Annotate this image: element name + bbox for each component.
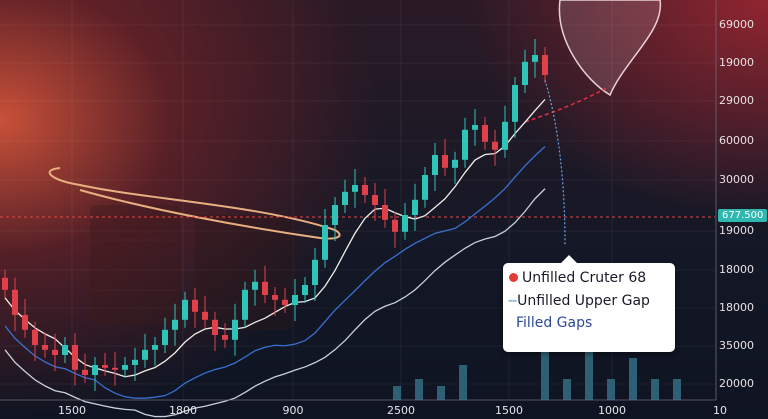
candle [362,185,368,195]
legend-tooltip: Unfilled Cruter 68 --Unfilled Upper Gap … [503,255,675,352]
candle [532,55,538,62]
y-tick-label: 18000 [719,263,754,276]
candle [452,159,458,168]
y-tick-label: 29000 [719,94,754,107]
candle [332,205,338,225]
candle [542,55,548,75]
candle [492,141,498,150]
balloon-illustration [558,0,662,97]
x-tick-label: 1800 [169,404,197,417]
legend-label: Unfilled Cruter 68 [522,270,647,286]
candle [302,285,308,295]
ma-slow-line [4,188,546,418]
candle [272,295,278,300]
x-tick-label: 10 [713,404,727,417]
blue-dotted-pointer [544,79,566,246]
x-tick-label: 900 [282,404,304,417]
candle [52,349,58,355]
candle [182,299,188,320]
candle [92,365,98,375]
y-tick-label: 18000 [719,301,754,314]
candle [392,219,398,232]
volume-bar [673,379,681,400]
candle [422,175,428,200]
candle [82,369,88,375]
candle [242,289,248,320]
red-dashed-curve [524,85,611,123]
volume-bar [415,379,423,400]
volume-bar [585,351,593,400]
volume-bar [563,379,571,400]
candle [292,295,298,305]
candle [432,155,438,175]
candle [462,129,468,160]
volume-bar [629,358,637,400]
legend-item-filled-gaps: Filled Gaps [516,315,593,331]
candle [162,329,168,345]
candle [502,121,508,150]
candle [222,335,228,340]
legend-item-unfilled-cruter: Unfilled Cruter 68 [509,270,646,286]
candle [372,195,378,205]
candle [202,311,208,320]
x-tick-label: 1500 [58,404,86,417]
legend-item-unfilled-upper-gap: --Unfilled Upper Gap [508,293,650,309]
current-price-tag: 677.500 [718,209,768,222]
candle [232,319,238,340]
candle [32,329,38,345]
candle [22,315,28,330]
y-tick-label: 19000 [719,56,754,69]
y-tick-label: 69000 [719,18,754,31]
red-dot-icon [509,273,518,282]
volume-bar [459,365,467,400]
y-tick-label: 35000 [719,339,754,352]
legend-label: Unfilled Upper Gap [517,293,650,309]
candle [142,349,148,360]
candle [212,319,218,335]
candle [192,299,198,312]
candle [132,359,138,365]
candle [62,345,68,355]
candle [282,299,288,305]
candle [102,365,108,368]
y-tick-label: 20000 [719,377,754,390]
volume-bar [651,379,659,400]
candle [72,345,78,370]
x-tick-label: 1000 [598,404,626,417]
volume-bar [607,379,615,400]
candle [262,281,268,295]
y-tick-label: 30000 [719,173,754,186]
y-tick-label: 60000 [719,134,754,147]
volume-bar [541,337,549,400]
volume-bar [393,386,401,400]
candle [342,191,348,205]
x-tick-label: 2500 [387,404,415,417]
candle [352,185,358,192]
candle [12,289,18,315]
candle [472,125,478,130]
volume-bar [437,386,445,400]
candle [522,61,528,85]
candle [42,345,48,350]
candle [2,277,8,290]
candle [402,215,408,232]
barrel-illustration [90,205,295,330]
candle [112,367,118,370]
candle [152,345,158,350]
dash-icon: -- [508,293,517,309]
candle [382,205,388,220]
candle [512,85,518,122]
candle [172,319,178,330]
y-tick-label: 19000 [719,224,754,237]
candle [322,225,328,260]
candle [252,281,258,290]
candle [312,259,318,285]
candle [412,199,418,215]
candle [442,155,448,168]
candle [122,365,128,370]
grid [0,0,716,400]
candle [482,125,488,142]
x-tick-label: 1500 [495,404,523,417]
